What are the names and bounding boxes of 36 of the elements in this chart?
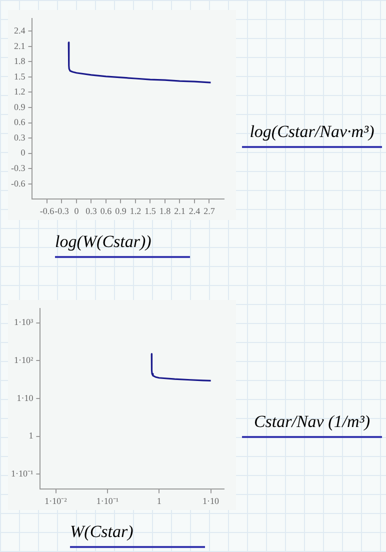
x-tick-label: 0 xyxy=(74,206,80,216)
x-tick-label: 0.9 xyxy=(115,206,127,216)
x-tick-label: 2.4 xyxy=(188,206,201,216)
y-tick-label: 1·10³ xyxy=(14,317,34,328)
x-tick-label: 1·10 xyxy=(202,496,220,506)
y-tick-label: 1·10 xyxy=(16,392,34,403)
x-tick-label: 1·10⁻¹ xyxy=(96,496,119,506)
y-tick-label: 0 xyxy=(20,148,26,158)
y-tick-label: 0.6 xyxy=(14,117,26,128)
x-tick-label: 1.8 xyxy=(159,206,172,216)
x-tick-label: 1.2 xyxy=(130,206,142,216)
y-tick-label: 1.8 xyxy=(14,56,26,66)
y-tick-label: -0.6 xyxy=(10,178,26,188)
y-tick-label: 1 xyxy=(28,430,34,441)
y-axis-title: Cstar/Nav (1/m³) xyxy=(242,412,382,438)
x-tick-label: 0.6 xyxy=(100,206,112,216)
x-tick-label: 1·10⁻² xyxy=(44,496,68,506)
y-tick-label: 1.2 xyxy=(14,86,26,97)
x-tick-label: 0.3 xyxy=(86,206,98,216)
y-tick-label: -0.3 xyxy=(10,163,26,173)
y-tick-label: 1·10⁻¹ xyxy=(10,468,34,478)
y-tick-label: 0.3 xyxy=(14,132,26,142)
y-tick-label: 1.5 xyxy=(14,71,26,82)
x-tick-label: 1 xyxy=(156,496,162,506)
x-tick-label: 2.1 xyxy=(174,206,186,216)
x-tick-label: -0.3 xyxy=(54,206,70,216)
y-tick-label: 2.4 xyxy=(14,25,26,36)
y-tick-label: 2.1 xyxy=(14,40,26,51)
y-tick-label: 1·10² xyxy=(14,354,34,365)
x-axis-title: W(Cstar) xyxy=(70,522,205,548)
y-tick-label: 0.9 xyxy=(14,102,26,112)
x-tick-label: 2.7 xyxy=(204,206,216,216)
x-tick-label: 1.5 xyxy=(144,206,156,216)
x-axis-title: log(W(Cstar)) xyxy=(55,232,190,258)
y-axis-title: log(Cstar/Nav·m³) xyxy=(242,122,382,148)
x-tick-label: -0.6 xyxy=(40,206,55,216)
